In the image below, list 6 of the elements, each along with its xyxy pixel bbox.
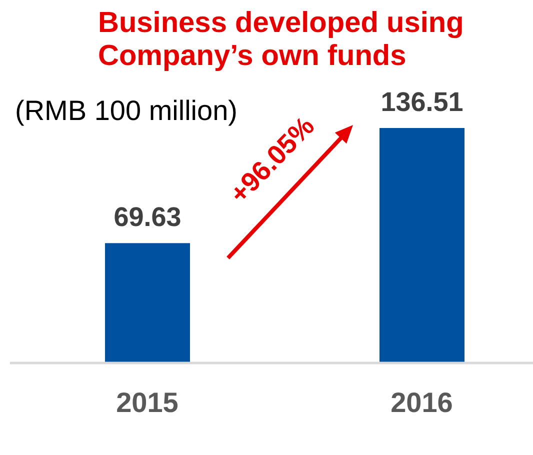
data-label: 69.63 [114, 202, 182, 232]
data-label: 136.51 [380, 87, 464, 117]
x-tick-label: 2015 [116, 386, 178, 418]
x-tick-label: 2016 [390, 386, 453, 418]
y-axis-title: (RMB 100 million) [15, 95, 238, 126]
chart-title: Business developed using Company’s own funds [98, 7, 465, 73]
